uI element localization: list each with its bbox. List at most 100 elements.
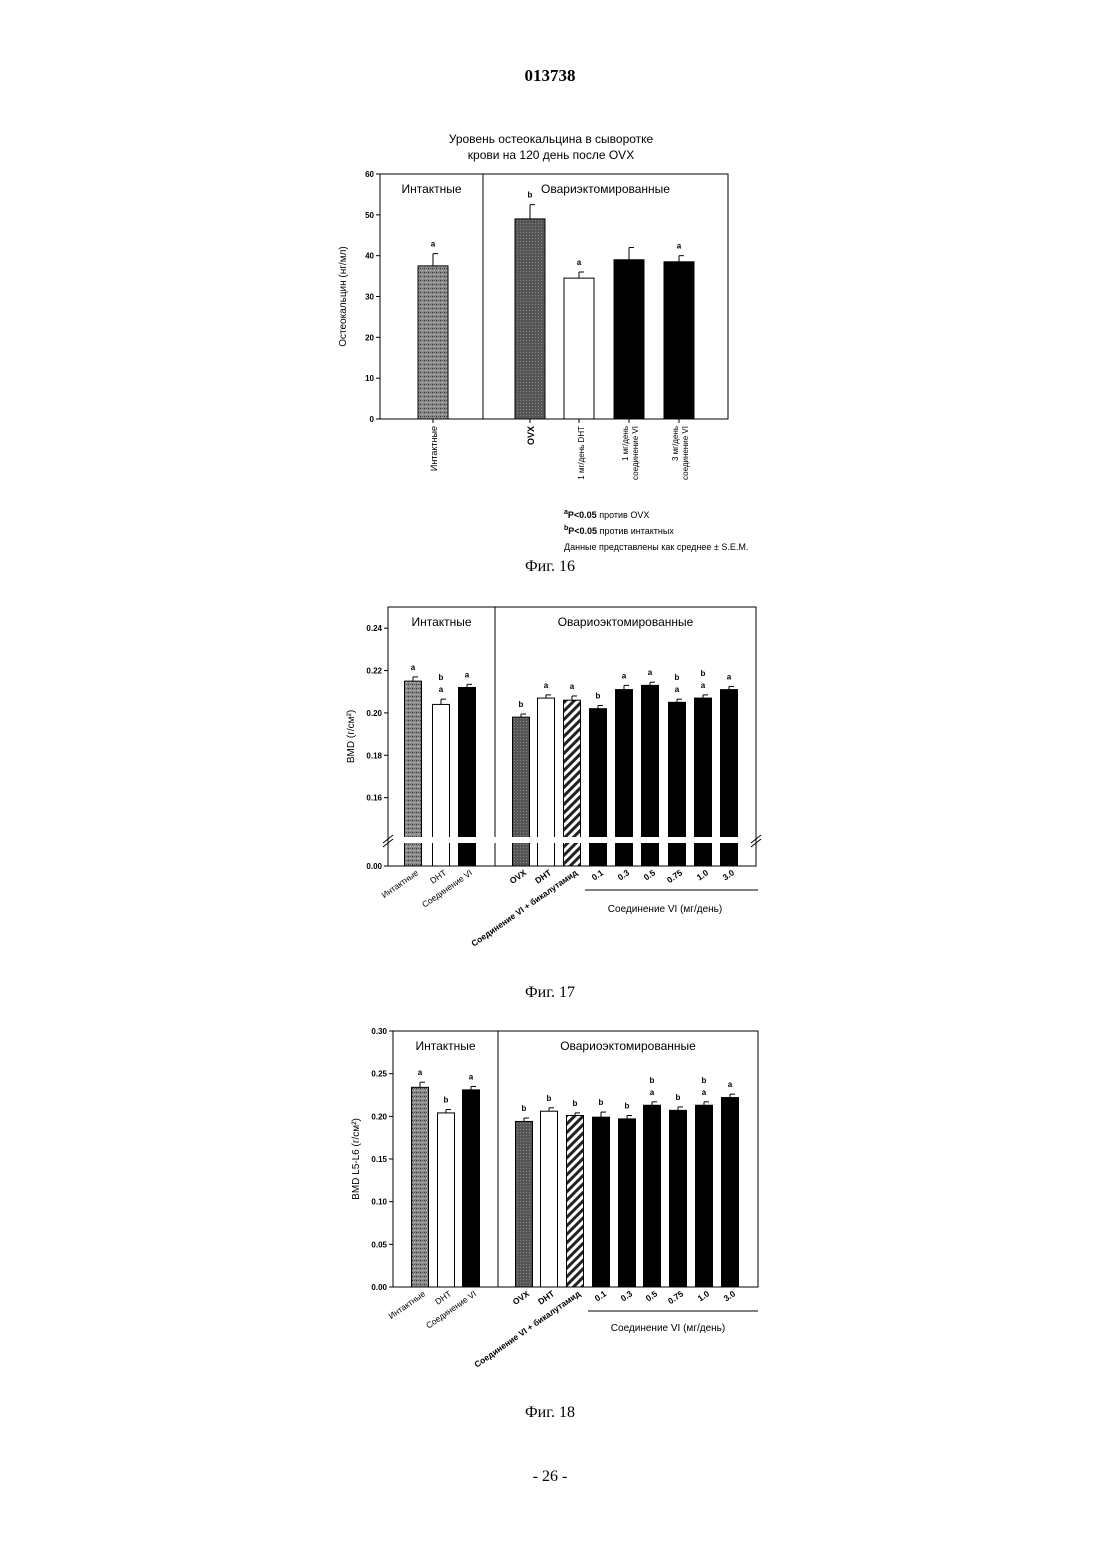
group-label-intact: Интактные <box>415 1039 475 1053</box>
x-tick-label: 1.0 <box>695 867 711 882</box>
y-tick-label: 0.22 <box>366 667 382 676</box>
x-tick-label: Интактные <box>429 426 439 471</box>
significance-label: b <box>675 673 680 682</box>
significance-label: b <box>439 673 444 682</box>
y-tick-label: 0.20 <box>371 1112 387 1121</box>
y-tick-label: 20 <box>365 333 374 342</box>
y-axis-label: Остеокальцин (нг/мл) <box>338 246 349 347</box>
note-b-sup: b <box>564 525 568 532</box>
y-tick-label: 0.05 <box>371 1240 387 1249</box>
bar <box>614 260 644 419</box>
significance-label: b <box>573 1099 578 1108</box>
bar <box>593 1117 610 1287</box>
x-tick-label: OVX <box>526 426 536 445</box>
x-tick-label: Соединение VI + бикалутамид <box>472 1288 582 1369</box>
bar <box>412 1087 429 1287</box>
y-tick-label: 10 <box>365 374 374 383</box>
x-tick-label: OVX <box>508 867 529 886</box>
significance-label: a <box>439 685 444 694</box>
bar <box>515 219 545 419</box>
y-tick-label: 0.20 <box>366 709 382 718</box>
x-tick-label: 3.0 <box>722 1288 738 1303</box>
bar <box>670 1110 687 1287</box>
bar <box>541 1111 558 1287</box>
bar <box>664 262 694 419</box>
significance-label: a <box>677 242 682 251</box>
x-tick-label: Соединение VI + бикалутамид <box>469 867 579 948</box>
significance-label: a <box>411 663 416 672</box>
bar <box>513 717 530 866</box>
bar <box>722 1098 739 1287</box>
note-b-text: против интактных <box>600 526 674 536</box>
significance-label: b <box>625 1101 630 1110</box>
bar <box>696 1105 713 1287</box>
bar <box>438 1113 455 1287</box>
bar <box>418 266 448 419</box>
caption-fig18: Фиг. 18 <box>0 1404 1100 1422</box>
x-tick-label: соединение VI <box>681 426 690 480</box>
y-tick-label: 0.18 <box>366 751 382 760</box>
x-tick-label: 1 мг/день <box>621 426 630 461</box>
x-tick-label: 0.1 <box>593 1288 609 1303</box>
significance-label: b <box>596 691 601 700</box>
caption-fig17: Фиг. 17 <box>0 984 1100 1002</box>
x-tick-label: Соединение VI <box>420 867 474 909</box>
y-tick-label: 50 <box>365 211 374 220</box>
group-label-ovx: Овариэктомированные <box>541 182 670 196</box>
significance-label: a <box>727 672 732 681</box>
significance-label: b <box>599 1098 604 1107</box>
x-tick-label: 0.3 <box>616 867 632 882</box>
x-tick-label: 0.75 <box>665 867 685 885</box>
bar <box>619 1119 636 1287</box>
significance-label: a <box>431 240 436 249</box>
y-tick-label: 30 <box>365 293 374 302</box>
y-tick-label: 0.24 <box>366 624 382 633</box>
y-tick-label: 0.10 <box>371 1198 387 1207</box>
group-label-intact: Интактные <box>411 615 471 629</box>
significance-label: a <box>465 670 470 679</box>
x-tick-label: 3 мг/день <box>671 426 680 461</box>
y-tick-label: 60 <box>365 170 374 179</box>
bar <box>567 1115 584 1287</box>
significance-label: b <box>522 1104 527 1113</box>
group-label-ovx: Овариоэктомированные <box>560 1039 696 1053</box>
significance-label: a <box>577 258 582 267</box>
significance-label: b <box>528 191 533 200</box>
group-label-ovx: Овариоэктомированные <box>558 615 694 629</box>
significance-label: a <box>648 668 653 677</box>
x-tick-label: 1.0 <box>696 1288 712 1303</box>
note-a-sup: a <box>564 509 568 516</box>
dose-label: Соединение VI (мг/день) <box>608 904 722 915</box>
note-b-p: P<0.05 <box>568 526 597 536</box>
x-tick-label: 0.5 <box>644 1288 660 1303</box>
x-tick-label: 1 мг/день DHT <box>577 426 586 480</box>
y-tick-label: 0.25 <box>371 1070 387 1079</box>
axis-break-band <box>389 837 755 843</box>
significance-label: a <box>570 682 575 691</box>
group-label-intact: Интактные <box>401 182 461 196</box>
y-tick-label: 0.30 <box>371 1027 387 1036</box>
note-a-text: против OVX <box>599 510 649 520</box>
y-tick-label: 0.15 <box>371 1155 387 1164</box>
significance-label: a <box>728 1080 733 1089</box>
y-axis-label: BMD (г/см²) <box>346 710 357 763</box>
significance-label: a <box>469 1072 474 1081</box>
x-tick-label: Интактные <box>380 867 421 900</box>
note-a-p: P<0.05 <box>568 510 597 520</box>
x-tick-label: 0.3 <box>619 1288 635 1303</box>
significance-label: b <box>519 700 524 709</box>
significance-label: a <box>650 1088 655 1097</box>
y-tick-label: 0.00 <box>371 1283 387 1292</box>
significance-label: b <box>650 1076 655 1085</box>
significance-label: b <box>676 1093 681 1102</box>
bar <box>644 1105 661 1287</box>
significance-label: a <box>675 685 680 694</box>
significance-label: b <box>444 1096 449 1105</box>
page-number: - 26 - <box>0 1468 1100 1486</box>
x-tick-label: 0.5 <box>642 867 658 882</box>
significance-notes: aP<0.05 против OVX bP<0.05 против интакт… <box>564 508 748 555</box>
chart-title-line2: крови на 120 день после OVX <box>468 148 634 162</box>
note-data-text: Данные представлены как среднее ± S.E.M. <box>564 540 748 555</box>
x-tick-label: 3.0 <box>721 867 737 882</box>
